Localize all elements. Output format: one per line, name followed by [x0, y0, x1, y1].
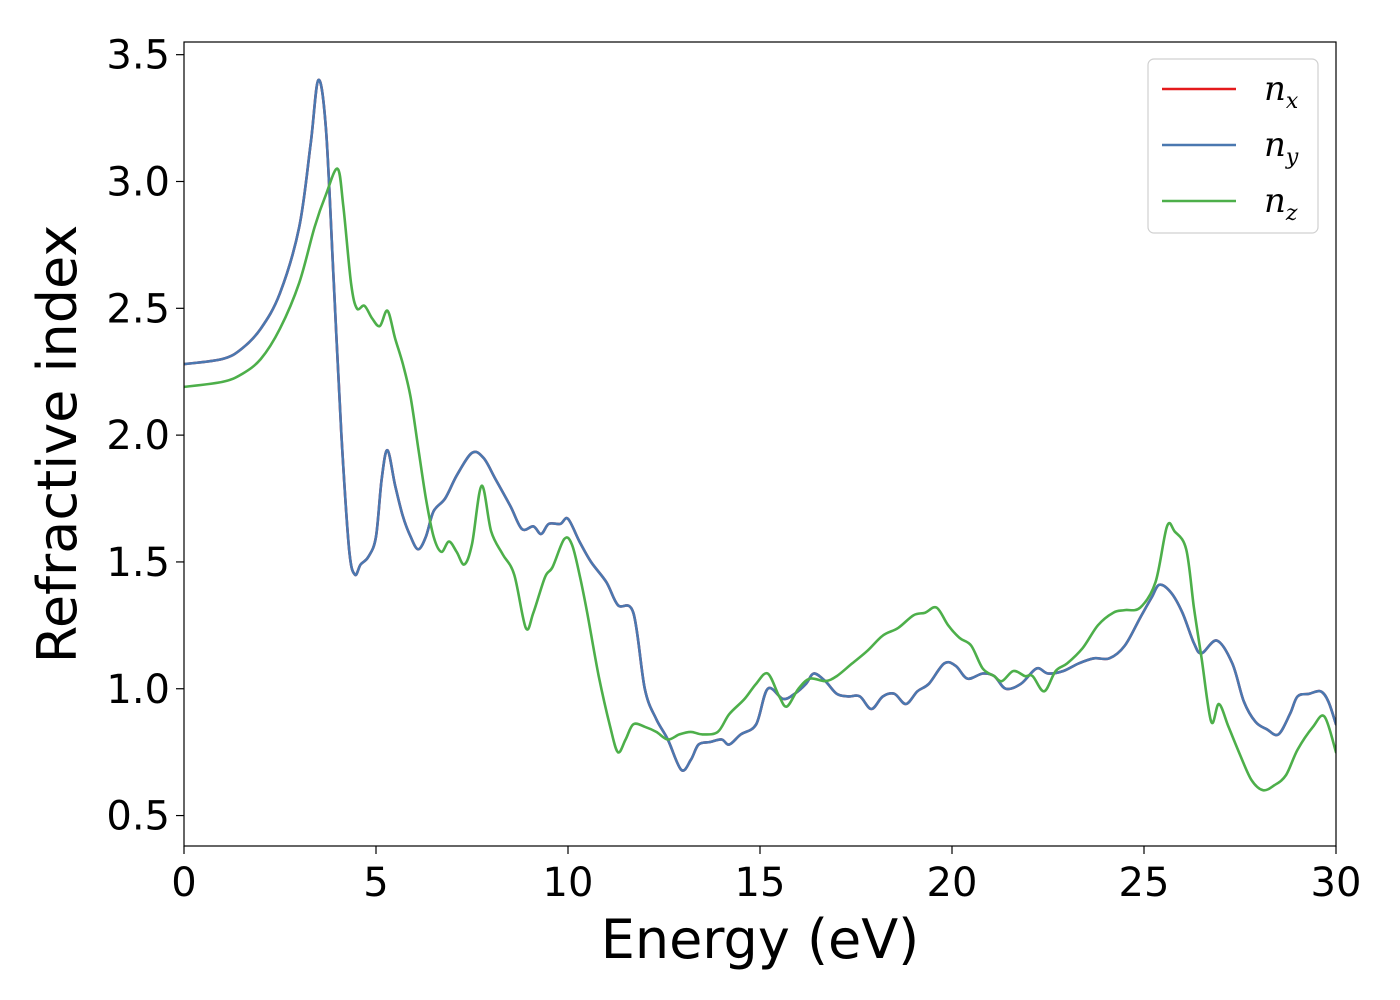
x-tick-label: 30 [1311, 860, 1362, 906]
x-tick-label: 20 [927, 860, 978, 906]
series-line-y [184, 78, 1336, 772]
series-layer [184, 78, 1336, 792]
y-tick-label: 1.0 [106, 667, 170, 713]
legend-label-y: ny [1264, 125, 1299, 170]
y-tick-label: 3.5 [106, 33, 170, 79]
x-tick-label: 10 [543, 860, 594, 906]
series-line-z [184, 167, 1336, 792]
y-tick-label: 1.5 [106, 540, 170, 586]
x-tick-label: 15 [735, 860, 786, 906]
y-axis-title: Refractive index [26, 225, 89, 664]
x-axis-title: Energy (eV) [601, 908, 920, 971]
x-tick-label: 5 [363, 860, 388, 906]
y-tick-label: 3.0 [106, 159, 170, 205]
y-tick-label: 2.5 [106, 286, 170, 332]
y-axis-ticks: 0.5 1.0 1.5 2.0 2.5 3.0 3.5 [106, 33, 184, 840]
legend-label-z: nz [1264, 181, 1298, 226]
x-tick-label: 0 [171, 860, 196, 906]
x-axis-ticks: 0 5 10 15 20 25 30 [171, 846, 1361, 906]
legend: nx ny nz [1147, 58, 1319, 234]
x-tick-label: 25 [1119, 860, 1170, 906]
legend-label-x: nx [1264, 69, 1299, 114]
y-tick-label: 2.0 [106, 413, 170, 459]
y-tick-label: 0.5 [106, 794, 170, 840]
